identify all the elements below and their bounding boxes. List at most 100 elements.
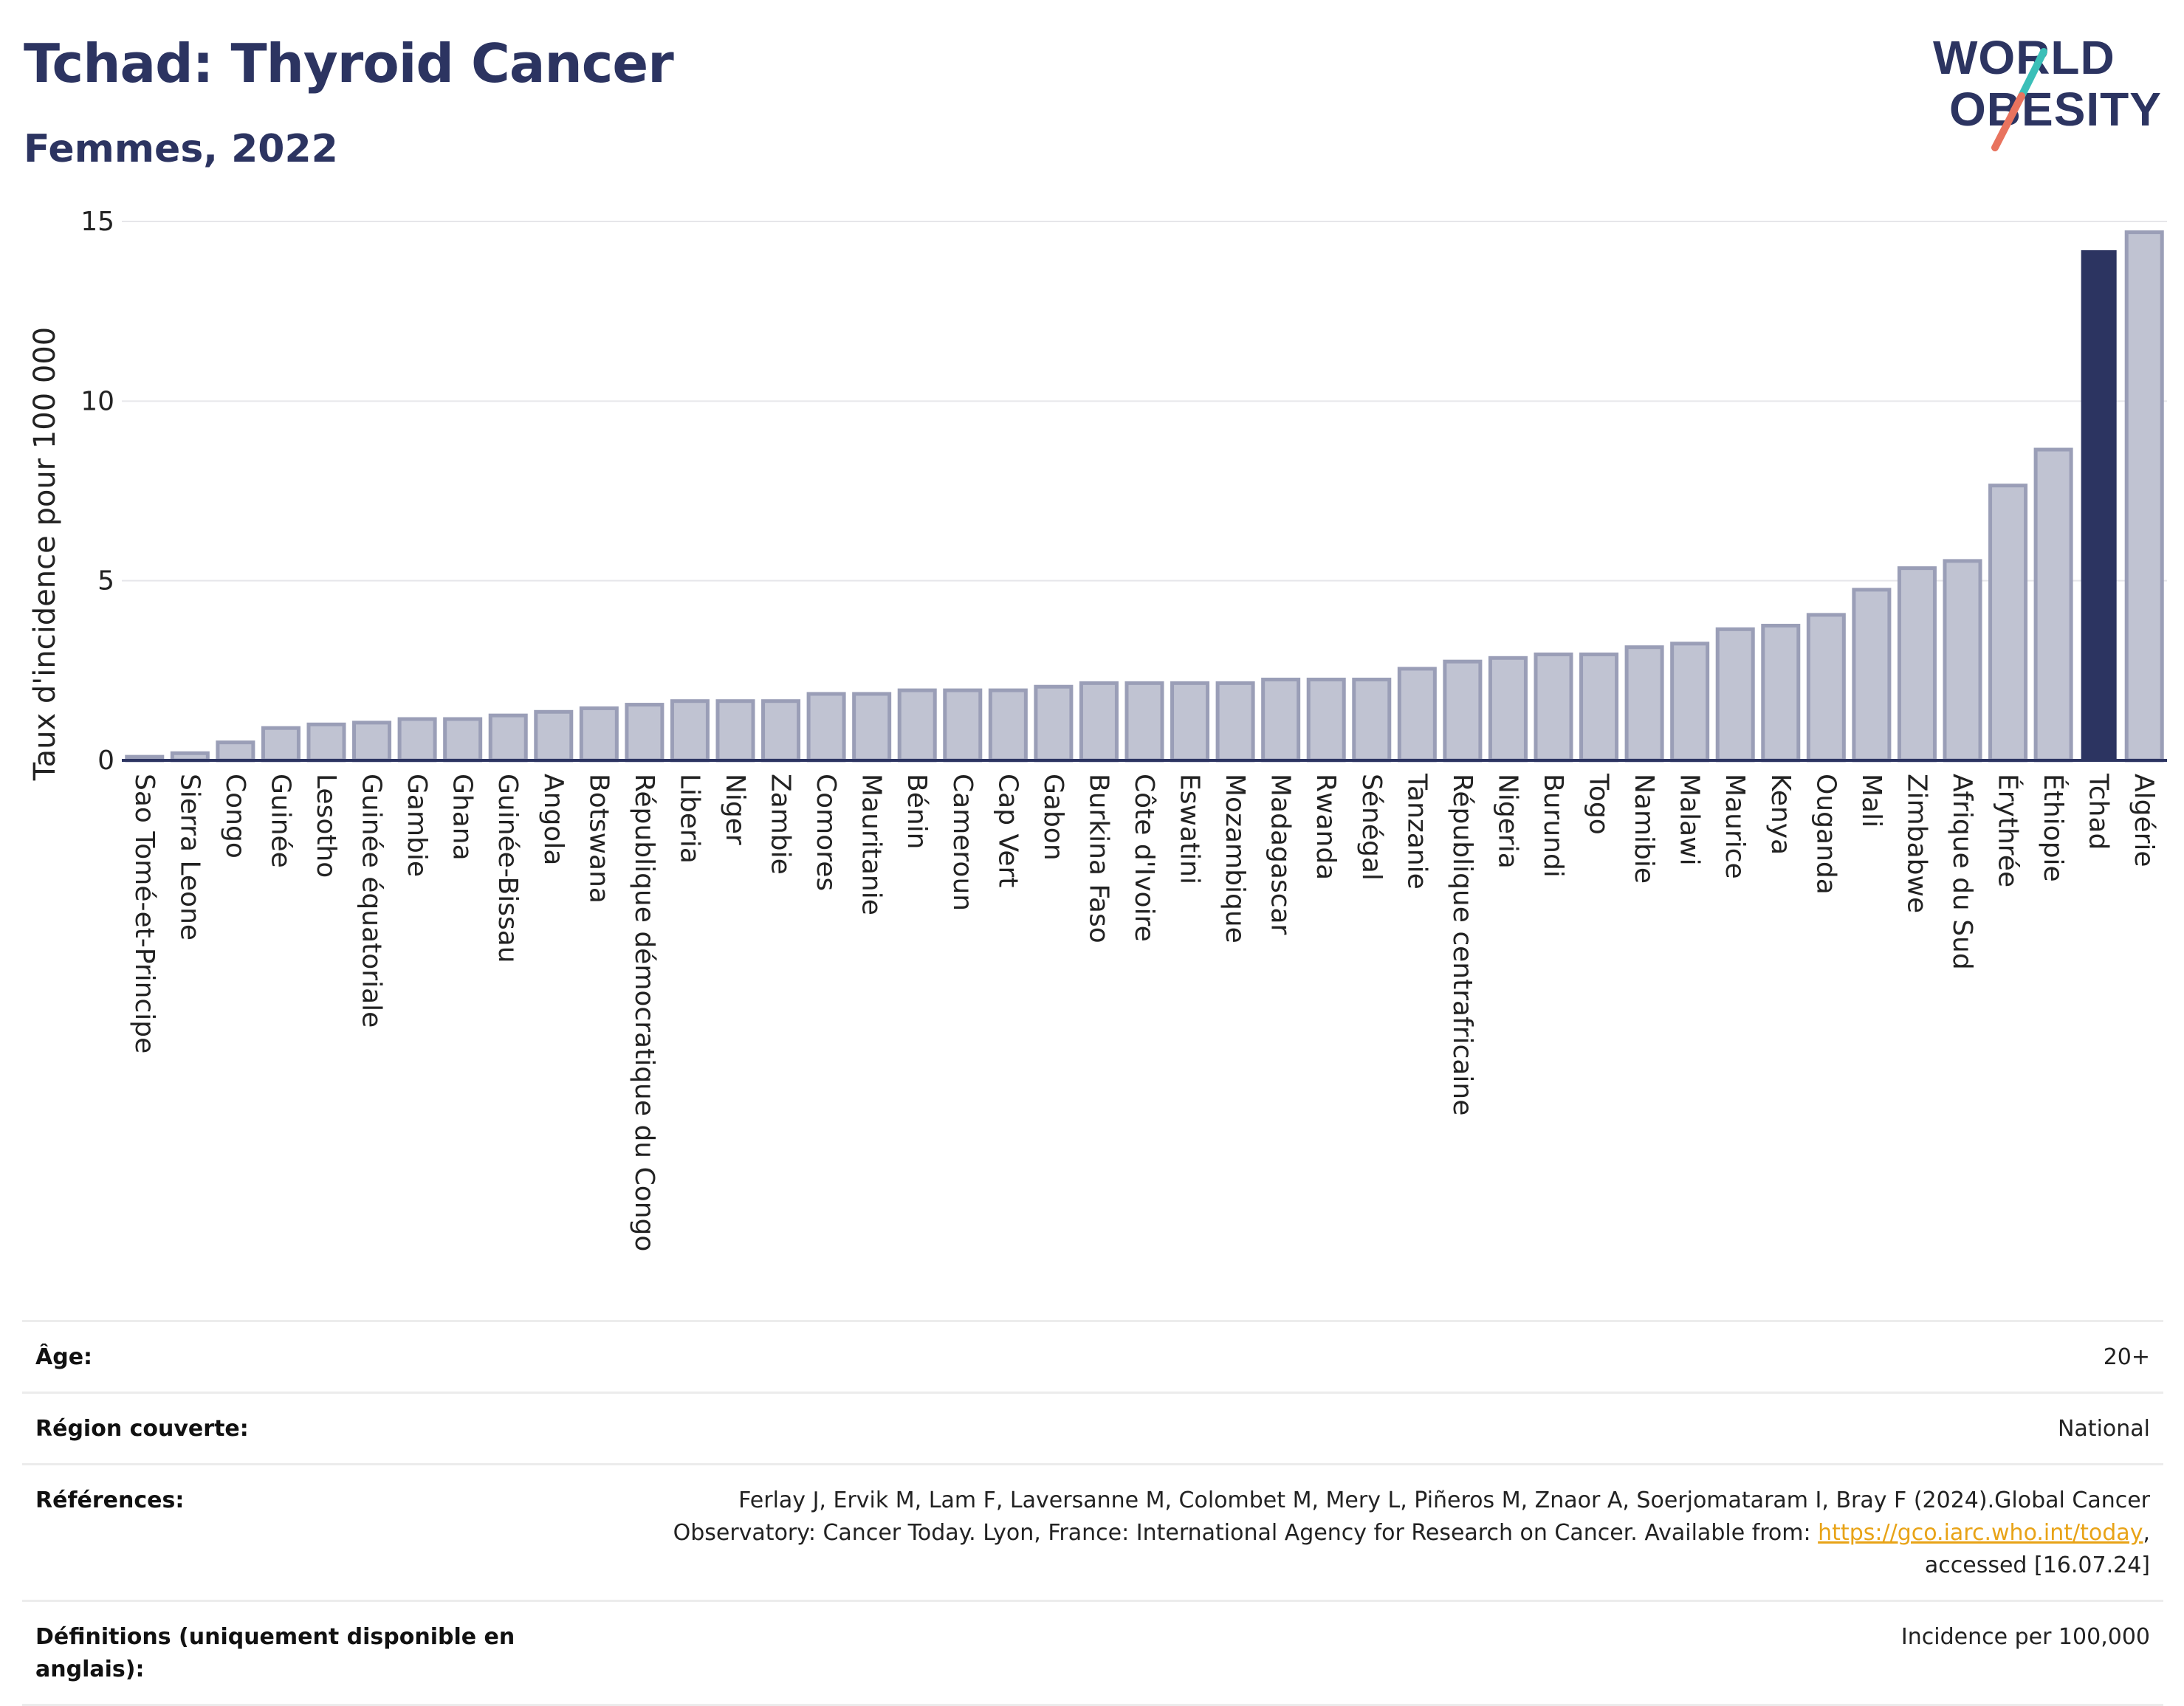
x-tick-label: Bénin — [902, 774, 932, 849]
x-tick-label: Angola — [538, 774, 569, 865]
bar — [1579, 652, 1619, 763]
bar — [1215, 681, 1255, 763]
bar — [1397, 667, 1437, 763]
grid-layer — [122, 221, 2167, 582]
x-tick-label: Rwanda — [1311, 774, 1341, 880]
bar — [1670, 642, 1710, 763]
x-tick-label: Botswana — [583, 774, 614, 904]
x-tick-label: Eswatini — [1175, 774, 1205, 884]
bar — [1852, 588, 1892, 763]
x-tick-label: Comores — [811, 774, 841, 891]
bar-layer — [125, 230, 2164, 763]
x-tick-label: Liberia — [674, 774, 704, 864]
region-label: Région couverte: — [35, 1416, 249, 1442]
bar — [1034, 684, 1074, 763]
region-value: National — [2057, 1416, 2150, 1442]
y-tick-label: 10 — [80, 386, 114, 416]
bar-highlight — [2081, 250, 2117, 760]
x-tick-label: Mozambique — [1220, 774, 1250, 943]
logo-line-1: WORLD — [1933, 31, 2115, 84]
bar — [897, 688, 937, 763]
bar — [488, 713, 528, 763]
y-tick-label: 0 — [97, 746, 114, 776]
logo-slash-coral — [1991, 92, 2025, 151]
page-subtitle: Femmes, 2022 — [24, 127, 338, 171]
bar — [216, 740, 255, 763]
bar — [943, 688, 983, 763]
x-tick-label: Maurice — [1720, 774, 1750, 879]
bar — [443, 717, 483, 763]
info-row-definitions: Définitions (uniquement disponible en an… — [22, 1602, 2163, 1706]
x-tick-label: Congo — [220, 774, 250, 859]
bar — [1261, 678, 1301, 763]
x-tick-label: Cameroun — [947, 774, 978, 911]
bar — [352, 720, 392, 763]
bar — [2033, 447, 2073, 763]
x-tick-label: Namibie — [1629, 774, 1659, 884]
x-tick-label: Zambie — [766, 774, 796, 875]
x-tick-label: Nigeria — [1492, 774, 1522, 869]
bar — [1352, 678, 1392, 763]
x-tick-label: Burundi — [1538, 774, 1568, 878]
references-text-2: Observatory: Cancer Today. Lyon, France:… — [673, 1520, 1819, 1546]
definitions-label: Définitions (uniquement disponible en an… — [35, 1624, 515, 1682]
x-tick-label: Éthiopie — [2038, 774, 2069, 882]
world-obesity-logo: WORLD OBESITY — [1933, 31, 2161, 151]
y-axis-label: Taux d'incidence pour 100 000 — [28, 327, 62, 781]
bar — [1715, 627, 1755, 763]
bar — [579, 706, 619, 763]
page-title: Tchad: Thyroid Cancer — [24, 32, 674, 94]
bar — [625, 703, 665, 763]
bar — [306, 722, 346, 763]
bar — [715, 699, 755, 763]
x-tick-label: Mauritanie — [856, 774, 887, 915]
x-tick-label: Madagascar — [1266, 774, 1296, 935]
x-tick-label: Lesotho — [311, 774, 341, 878]
x-tick-label: Gambie — [402, 774, 432, 877]
bar — [1761, 624, 1801, 763]
bar-chart: 0 5 10 15 Sao Tomé-et-Principe Sierra Leone Co… — [28, 207, 2167, 1251]
x-tick-label: Guinée équatoriale — [357, 774, 387, 1028]
bar — [534, 709, 574, 763]
x-tick-label: Sénégal — [1356, 774, 1387, 881]
x-tick-label: Algérie — [2129, 774, 2159, 867]
x-tick-label: Niger — [720, 774, 750, 845]
y-tick-label: 5 — [97, 566, 114, 596]
x-tick-label: Cap Vert — [992, 774, 1023, 887]
bar — [1534, 652, 1573, 763]
bar — [1306, 678, 1346, 763]
y-tick-label: 15 — [80, 207, 114, 237]
bar — [1943, 559, 1982, 763]
axis-layer: 0 5 10 15 Sao Tomé-et-Principe Sierra Leone Co… — [80, 207, 2167, 1251]
x-tick-label: Sierra Leone — [174, 774, 205, 940]
references-value: Ferlay J, Ervik M, Lam F, Laversanne M, … — [673, 1485, 2150, 1582]
x-tick-label: Togo — [1584, 773, 1614, 835]
bar — [1624, 645, 1664, 763]
bar — [261, 726, 301, 763]
x-tick-label: Sao Tomé-et-Principe — [129, 774, 159, 1053]
logo-slash-teal — [2018, 48, 2047, 100]
bar — [761, 699, 801, 763]
bar — [1488, 656, 1528, 763]
bar — [988, 688, 1028, 763]
bar — [806, 692, 846, 763]
x-tick-label: Côte d'Ivoire — [1129, 774, 1159, 942]
references-text-1: Ferlay J, Ervik M, Lam F, Laversanne M, … — [738, 1487, 2150, 1513]
x-tick-label: Guinée-Bissau — [492, 774, 523, 963]
x-tick-label: Mali — [1856, 774, 1886, 828]
x-tick-label: Gabon — [1038, 774, 1068, 861]
x-tick-label: Tchad — [2084, 773, 2114, 850]
x-tick-label: Malawi — [1675, 774, 1705, 866]
info-row-age: Âge: 20+ — [22, 1322, 2163, 1394]
x-tick-label: Burkina Faso — [1083, 774, 1113, 943]
bar — [2124, 230, 2164, 763]
references-link[interactable]: https://gco.iarc.who.int/today — [1818, 1520, 2143, 1546]
info-row-region: Région couverte: National — [22, 1394, 2163, 1465]
x-tick-label: Zimbabwe — [1901, 774, 1931, 913]
age-label: Âge: — [35, 1344, 93, 1370]
x-tick-label: Érythrée — [1993, 774, 2024, 887]
info-row-references: Références: Ferlay J, Ervik M, Lam F, La… — [22, 1465, 2163, 1602]
bar — [1079, 681, 1119, 763]
x-tick-label: Guinée — [265, 774, 295, 868]
bar — [670, 699, 710, 763]
